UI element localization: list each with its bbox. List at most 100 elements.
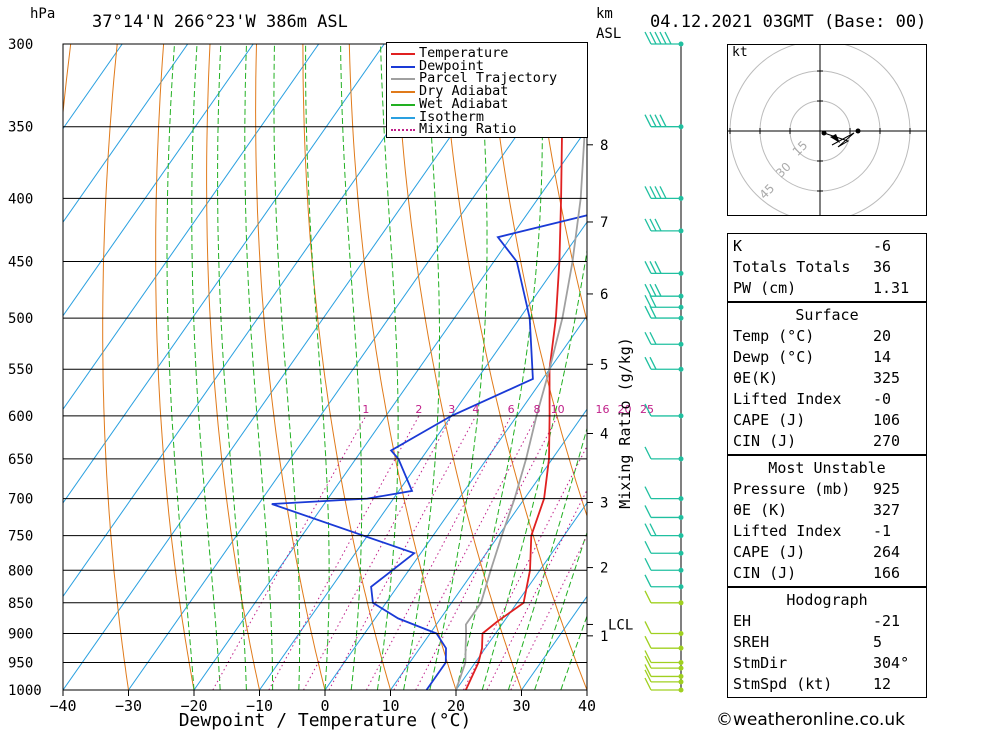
index-key: Dewp (°C) [733,348,815,366]
isotherm-line [390,408,587,690]
index-row: CAPE (J) 106 [733,410,921,431]
y-tick-label: 550 [8,362,33,378]
index-value: 5 [873,633,883,651]
height-unit-asl: ASL [596,26,622,42]
mixing-ratio-label: 6 [508,403,515,416]
wind-barb [644,557,684,573]
mixing-ratio-label: 3 [448,403,455,416]
km-tick-label: 5 [600,357,608,373]
legend-swatch [391,103,415,106]
wet-adiabat-line [166,44,195,690]
y-tick-label: 300 [8,37,33,53]
legend-swatch [391,53,415,55]
km-tick-label: 1 [600,629,608,645]
wind-barb [644,283,684,299]
height-unit-km: km [596,6,613,22]
mixing-ratio-line [486,488,587,690]
index-row: θE (K) 327 [733,500,921,521]
km-tick-label: 4 [600,427,608,443]
legend-label: Mixing Ratio [419,121,517,138]
x-tick-label: −30 [115,697,142,715]
wet-adiabat-line [376,44,399,690]
mixing-ratio-label: 4 [472,403,479,416]
index-value: 36 [873,258,892,276]
wind-barb [644,31,684,47]
wind-barb [644,305,684,321]
index-value: 304° [873,654,910,672]
index-row: Pressure (mb) 925 [733,479,921,500]
index-key: SREH [733,633,770,651]
index-value: 1.31 [873,279,910,297]
x-tick-label: −10 [246,697,273,715]
hodograph-unit: kt [732,45,748,60]
dry-adiabat-line [63,44,72,690]
indices-panel: Hodograph EH -21 SREH 5 StmDir 304° StmSpd (kt)… [727,587,927,698]
isotherm-line [63,44,189,224]
index-value: -21 [873,612,901,630]
dry-adiabat-line [206,44,260,690]
x-tick-label: 0 [320,697,329,715]
dry-adiabat-line [155,44,195,690]
index-row: CAPE (J) 264 [733,542,921,563]
mixing-ratio-label: 8 [534,403,541,416]
wind-barb [644,261,684,276]
indices-panel: K -6 Totals Totals 36 PW (cm) 1.31 [727,233,927,302]
indices-section-title: Most Unstable [768,459,886,477]
index-key: K [733,237,743,255]
y-tick-label: 500 [8,311,33,327]
index-key: PW (cm) [733,279,797,297]
isotherm-line [128,44,582,690]
index-value: 264 [873,543,901,561]
x-tick-label: 30 [512,697,530,715]
index-key: CIN (J) [733,564,797,582]
index-row: EH -21 [733,611,921,632]
index-key: θE (K) [733,501,788,519]
mixing-ratio-line [415,415,559,690]
legend-swatch [391,78,415,81]
index-key: Lifted Index [733,390,842,408]
index-row: Temp (°C) 20 [733,326,921,347]
index-value: 925 [873,480,901,498]
index-row: θE(K) 325 [733,368,921,389]
wind-barb [644,505,684,520]
index-key: StmSpd (kt) [733,675,833,693]
wind-barb [644,574,684,590]
mixing-ratio-label: 25 [640,403,654,416]
mixing-ratio-line [328,415,477,690]
wet-adiabat-line [455,44,543,690]
isotherm-line [259,221,587,690]
wet-adiabat-line [403,44,440,690]
y-tick-label: 350 [8,120,33,136]
km-tick-label: 6 [600,287,608,303]
index-key: Totals Totals [733,258,851,276]
index-row: StmDir 304° [733,653,921,674]
index-value: 12 [873,675,892,693]
index-value: 14 [873,348,892,366]
indices-section-title: Surface [795,306,859,324]
isotherm-line [193,127,587,690]
wet-adiabat-line [191,44,221,690]
wet-adiabat-line [244,44,274,690]
wind-barb [644,446,684,462]
index-key: CAPE (J) [733,543,806,561]
legend-swatch [391,116,415,119]
wind-barb [644,294,684,310]
y-tick-label: 800 [8,563,33,579]
index-row: Lifted Index -0 [733,389,921,410]
index-key: StmDir [733,654,788,672]
index-row: CIN (J) 270 [733,431,921,452]
y-tick-label: 400 [8,191,33,207]
y-tick-label: 1000 [8,683,42,699]
wind-barb [644,356,684,372]
legend-label: Dewpoint [419,57,485,74]
x-tick-label: 10 [381,697,399,715]
mixing-ratio-label: 20 [618,403,632,416]
wind-barb [644,664,684,679]
mixing-ratio-axis-label: Mixing Ratio (g/kg) [616,337,634,509]
indices-panel: Most Unstable Pressure (mb) 925 θE (K) 327 Li… [727,455,927,587]
wind-barb [644,650,684,665]
dry-adiabat-line [953,44,1000,690]
index-value: 327 [873,501,901,519]
